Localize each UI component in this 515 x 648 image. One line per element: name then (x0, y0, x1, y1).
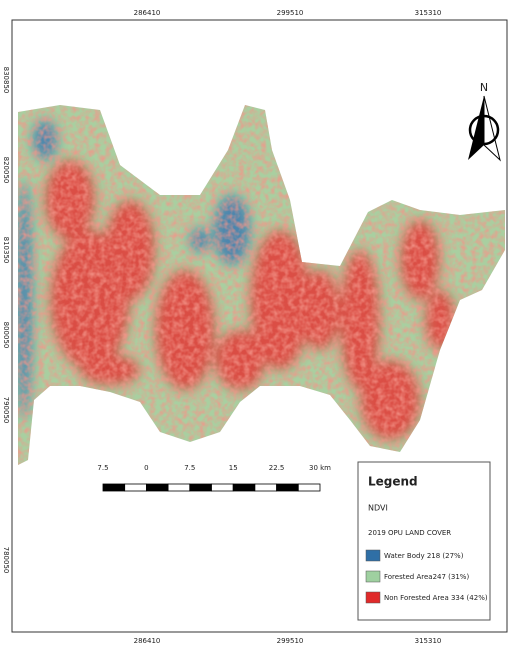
north-arrow: N (468, 81, 500, 160)
x-labels-top: 286410 299510 315310 (134, 9, 442, 17)
x-label: 286410 (134, 9, 161, 17)
y-label: 830850 (2, 67, 10, 94)
legend-layer: NDVI (368, 504, 388, 513)
x-label: 315310 (415, 9, 442, 17)
legend-swatch (366, 571, 380, 582)
scale-segment (255, 484, 277, 491)
scale-segment (168, 484, 190, 491)
legend-swatch (366, 592, 380, 603)
scale-label: 0 (144, 464, 148, 472)
land-cover (0, 90, 515, 470)
y-label: 780050 (2, 547, 10, 574)
legend-subtitle: 2019 OPU LAND COVER (368, 529, 451, 537)
x-label: 299510 (277, 9, 304, 17)
scale-bar: 7.5 0 7.5 15 22.5 30 km (97, 464, 331, 491)
scale-label: 15 (229, 464, 238, 472)
legend: Legend NDVI 2019 OPU LAND COVER Water Bo… (358, 462, 490, 620)
x-label: 299510 (277, 637, 304, 645)
y-label: 810350 (2, 237, 10, 264)
x-label: 315310 (415, 637, 442, 645)
scale-segment (125, 484, 147, 491)
legend-title: Legend (368, 475, 418, 489)
y-label: 790050 (2, 397, 10, 424)
scale-label: 7.5 (97, 464, 108, 472)
y-labels: 830850 820050 810350 800050 790050 780050 (2, 67, 10, 574)
x-labels-bottom: 286410 299510 315310 (134, 637, 442, 645)
x-label: 286410 (134, 637, 161, 645)
y-label: 800050 (2, 322, 10, 349)
map: 286410 299510 315310 286410 299510 315310 83… (0, 0, 515, 648)
y-label: 820050 (2, 157, 10, 184)
scale-segment (190, 484, 212, 491)
scale-segment (146, 484, 168, 491)
north-label: N (480, 81, 488, 94)
scale-segment (103, 484, 125, 491)
scale-segment (277, 484, 299, 491)
scale-segment (212, 484, 234, 491)
legend-label: Forested Area247 (31%) (384, 573, 469, 581)
scale-segment (298, 484, 320, 491)
scale-label: 30 km (309, 464, 331, 472)
scale-segment (233, 484, 255, 491)
scale-label: 7.5 (184, 464, 195, 472)
legend-label: Water Body 218 (27%) (384, 552, 464, 560)
legend-label: Non Forested Area 334 (42%) (384, 594, 488, 602)
scale-label: 22.5 (269, 464, 285, 472)
legend-swatch (366, 550, 380, 561)
